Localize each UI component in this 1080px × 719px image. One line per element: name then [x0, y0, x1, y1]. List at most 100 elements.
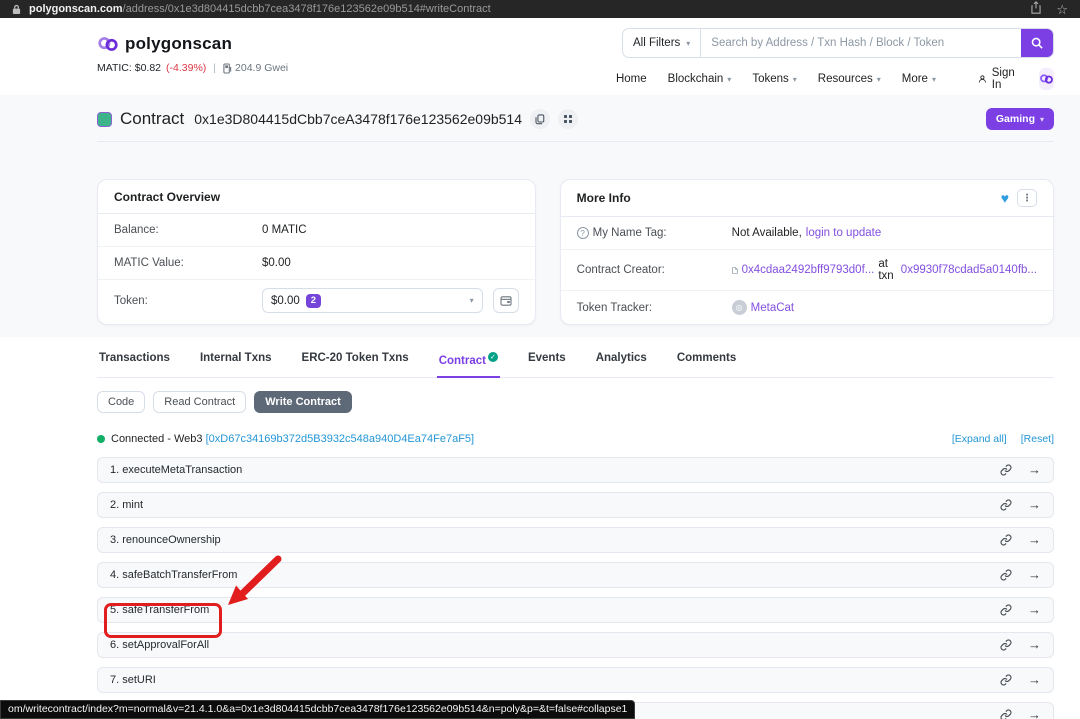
nav-label: More [901, 73, 928, 85]
browser-url-bar: polygonscan.com/address/0x1e3d804415dcbb… [0, 0, 1080, 18]
nav-resources[interactable]: Resources ▾ [818, 73, 881, 85]
token-tracker-link[interactable]: MetaCat [750, 301, 795, 314]
network-switcher-button[interactable] [1039, 68, 1054, 90]
tab-erc20-token-txns[interactable]: ERC-20 Token Txns [300, 345, 411, 377]
connected-wallet-address-link[interactable]: [0xD67c34169b372d5B3932c548a940D4Ea74Fe7… [205, 432, 475, 445]
permalink-icon[interactable] [1000, 674, 1012, 686]
separator: | [213, 62, 217, 74]
tab-events[interactable]: Events [526, 345, 568, 377]
goto-arrow-icon[interactable]: → [1028, 497, 1041, 513]
tab-contract[interactable]: Contract ✓ [436, 345, 500, 378]
search-input[interactable] [701, 29, 1021, 57]
goto-arrow-icon[interactable]: → [1028, 462, 1041, 478]
function-row-safeBatchTransferFrom[interactable]: 4. safeBatchTransferFrom → [97, 561, 1054, 588]
copy-icon [535, 113, 545, 124]
tab-transactions[interactable]: Transactions [97, 345, 172, 377]
nav-more[interactable]: More ▾ [902, 73, 936, 85]
function-row-safeTransferFrom[interactable]: 5. safeTransferFrom → [97, 596, 1054, 623]
permalink-icon[interactable] [1000, 499, 1012, 511]
permalink-icon[interactable] [1000, 569, 1012, 581]
creator-address-link[interactable]: 0x4cdaa2492bff9793d0f... [741, 264, 875, 276]
token-value: $0.00 [271, 294, 300, 307]
network-stats: MATIC: $0.82 (-4.39%) | 204.9 Gwei [97, 62, 288, 74]
function-row-setURI[interactable]: 7. setURI → [97, 666, 1054, 693]
function-label: 4. safeBatchTransferFrom [110, 568, 238, 581]
tab-internal-txns[interactable]: Internal Txns [198, 345, 274, 377]
polygonscan-logo[interactable]: polygonscan [97, 34, 288, 54]
lock-icon [12, 4, 21, 15]
search-button[interactable] [1021, 29, 1053, 57]
person-icon [978, 75, 986, 83]
creator-txn-link[interactable]: 0x9930f78cdad5a0140fb... [900, 264, 1037, 276]
balance-value: 0 MATIC [262, 224, 307, 236]
token-tracker-row: Token Tracker: ◎ MetaCat [561, 291, 1053, 324]
function-row-renounceOwnership[interactable]: 3. renounceOwnership → [97, 526, 1054, 553]
price-label: MATIC: [97, 62, 132, 74]
creator-label: Contract Creator: [576, 264, 665, 276]
function-row-executeMetaTransaction[interactable]: 1. executeMetaTransaction → [97, 456, 1054, 483]
permalink-icon[interactable] [1000, 534, 1012, 546]
search-icon [1031, 37, 1043, 49]
matic-value-row: MATIC Value: $0.00 [98, 247, 535, 280]
chevron-down-icon: ▾ [876, 74, 881, 84]
nav-label: Home [615, 73, 647, 85]
divider [97, 141, 1054, 142]
tab-analytics[interactable]: Analytics [594, 345, 649, 377]
expand-all-link[interactable]: [Expand all] [951, 432, 1007, 445]
function-row-setApprovalForAll[interactable]: 6. setApprovalForAll → [97, 631, 1054, 658]
more-options-button[interactable]: ⋮ [1017, 189, 1037, 207]
search-filter-dropdown[interactable]: All Filters ▾ [623, 29, 702, 57]
url-text[interactable]: polygonscan.com/address/0x1e3d804415dcbb… [29, 3, 491, 15]
favorite-heart-icon[interactable]: ♥ [1000, 190, 1009, 206]
goto-arrow-icon[interactable]: → [1028, 567, 1041, 583]
help-icon[interactable]: ? [576, 227, 589, 239]
more-info-card: More Info ♥ ⋮ ? My Name Tag: Not Availab… [559, 179, 1054, 325]
polygon-network-icon [1040, 74, 1053, 84]
nav-home[interactable]: Home [616, 73, 647, 85]
category-badge[interactable]: Gaming ▾ [985, 108, 1054, 130]
name-tag-row: ? My Name Tag: Not Available, login to u… [560, 217, 1053, 250]
chevron-down-icon: ▾ [931, 74, 936, 84]
read-contract-button[interactable]: Read Contract [153, 390, 247, 413]
wallet-icon [500, 295, 512, 306]
login-to-update-link[interactable]: login to update [805, 227, 882, 239]
qr-grid-icon [564, 115, 572, 123]
token-dropdown[interactable]: $0.00 2 ▾ [262, 288, 483, 313]
permalink-icon[interactable] [1000, 604, 1012, 616]
matic-value-label: MATIC Value: [114, 257, 184, 269]
permalink-icon[interactable] [1000, 464, 1012, 476]
contract-section: Transactions Internal Txns ERC-20 Token … [0, 337, 1080, 719]
nav-tokens[interactable]: Tokens ▾ [752, 73, 796, 85]
sign-in-button[interactable]: Sign In [978, 67, 1018, 91]
qr-code-button[interactable] [558, 109, 578, 129]
code-button[interactable]: Code [97, 390, 146, 413]
nav-blockchain[interactable]: Blockchain ▾ [668, 73, 732, 85]
write-contract-button[interactable]: Write Contract [254, 390, 352, 413]
tab-comments[interactable]: Comments [675, 345, 738, 377]
bookmark-star-icon[interactable]: ☆ [1056, 1, 1068, 17]
gas-pump-icon [223, 62, 232, 74]
permalink-icon[interactable] [1000, 709, 1012, 719]
function-label: 3. renounceOwnership [110, 533, 221, 546]
permalink-icon[interactable] [1000, 639, 1012, 651]
contract-creator-row: Contract Creator: 0x4cdaa2492bff9793d0f.… [560, 250, 1053, 291]
token-count-badge: 2 [305, 293, 322, 308]
price-value[interactable]: $0.82 [134, 62, 162, 74]
goto-arrow-icon[interactable]: → [1028, 637, 1041, 653]
matic-value: $0.00 [262, 257, 291, 269]
function-row-mint[interactable]: 2. mint → [97, 491, 1054, 518]
goto-arrow-icon[interactable]: → [1028, 602, 1041, 618]
chevron-down-icon: ▾ [792, 74, 797, 84]
logo-text: polygonscan [125, 34, 233, 53]
goto-arrow-icon[interactable]: → [1028, 672, 1041, 688]
share-icon[interactable] [1030, 1, 1042, 17]
gas-tracker[interactable]: 204.9 Gwei [223, 62, 288, 74]
wallet-button[interactable] [492, 288, 519, 313]
goto-arrow-icon[interactable]: → [1028, 532, 1041, 548]
tab-label: Analytics [595, 352, 647, 364]
tab-label: Comments [676, 352, 737, 364]
reset-link[interactable]: [Reset] [1020, 432, 1054, 445]
tab-label: Transactions [99, 352, 170, 364]
copy-address-button[interactable] [530, 109, 550, 129]
goto-arrow-icon[interactable]: → [1028, 707, 1041, 719]
